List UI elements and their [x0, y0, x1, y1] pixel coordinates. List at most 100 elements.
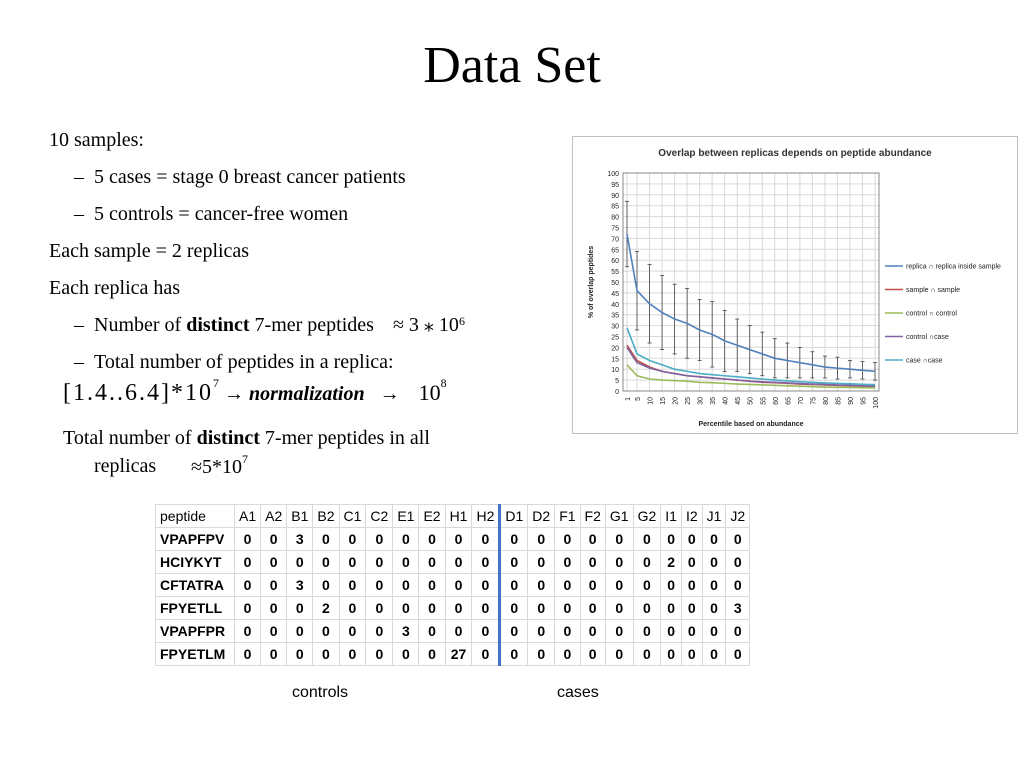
count-cell: 0: [554, 619, 581, 643]
count-cell: 0: [260, 619, 288, 643]
distinct-math: ≈ 3 ⁎ 106: [393, 314, 465, 336]
count-cell: 0: [701, 596, 727, 620]
y-tick-label: 65: [611, 247, 619, 254]
count-cell: 0: [632, 596, 662, 620]
table-row: VPAPFPR 0 0 0 0 0 0 3 0 0 0 0 0 0 0 0 0 0 0 0 0: [155, 619, 751, 643]
count-cell: 0: [392, 596, 420, 620]
range-math: [1.4..6.4]*10: [63, 380, 213, 406]
count-cell: 0: [444, 596, 473, 620]
count-cell: 0: [554, 573, 581, 597]
x-tick-label: 90: [848, 397, 855, 405]
peptide-cell: CFTATRA: [155, 573, 235, 597]
count-cell: 0: [260, 550, 288, 574]
distinct-suffix: 7-mer peptides: [249, 314, 374, 336]
count-cell: 0: [365, 596, 394, 620]
count-cell: 0: [233, 527, 262, 551]
cases-label: cases: [557, 684, 599, 701]
distinct-prefix: Number of: [94, 314, 187, 336]
bullet-cases: – 5 cases = stage 0 breast cancer patien…: [74, 165, 569, 202]
legend-entry: sample ∩ sample: [906, 287, 960, 294]
count-cell: 0: [471, 550, 502, 574]
count-cell: 0: [527, 642, 556, 666]
count-cell: 0: [260, 596, 288, 620]
peptide-cell: FPYETLM: [155, 642, 235, 666]
count-cell: 0: [286, 619, 314, 643]
x-tick-label: 40: [723, 397, 730, 405]
column-header: A1: [233, 504, 262, 528]
count-cell: 0: [604, 550, 634, 574]
count-cell: 0: [701, 527, 727, 551]
count-cell: 0: [365, 642, 394, 666]
count-cell: 0: [471, 642, 502, 666]
count-cell: 0: [286, 550, 314, 574]
count-cell: 0: [554, 527, 581, 551]
arrow-icon: →: [223, 383, 244, 405]
count-cell: 0: [527, 619, 556, 643]
count-cell: 0: [527, 573, 556, 597]
total-distinct-line: Total number of distinct 7-mer peptides …: [63, 424, 553, 452]
peptide-table: peptide A1 A2 B1 B2 C1 C2 E1 E2 H1 H2 D1 D2 F1 F2 G1 G2 I…: [155, 504, 751, 666]
count-cell: 0: [660, 527, 682, 551]
count-cell: 0: [392, 573, 420, 597]
count-cell: 0: [260, 642, 288, 666]
norm-exp: 8: [440, 376, 447, 390]
count-cell: 0: [499, 596, 529, 620]
all-math: ≈5*107: [191, 452, 248, 479]
column-header: A2: [260, 504, 288, 528]
x-tick-label: 65: [785, 397, 792, 405]
count-cell: 0: [418, 550, 446, 574]
y-tick-label: 15: [611, 356, 619, 363]
bullet-list: 10 samples: – 5 cases = stage 0 breast c…: [49, 128, 569, 387]
normalization-line: [1.4..6.4]*107 → normalization → 108: [63, 376, 447, 407]
count-cell: 0: [701, 550, 727, 574]
table-row: HCIYKYT 0 0 0 0 0 0 0 0 0 0 0 0 0 0 0 0 2 0 0 0: [155, 550, 751, 574]
x-tick-label: 20: [673, 397, 680, 405]
count-cell: 0: [365, 550, 394, 574]
count-cell: 0: [392, 527, 420, 551]
legend-entry: control ∩ control: [906, 311, 957, 318]
count-cell: 0: [365, 527, 394, 551]
count-cell: 3: [286, 573, 314, 597]
count-cell: 0: [471, 619, 502, 643]
column-header: E2: [418, 504, 446, 528]
count-cell: 0: [725, 550, 751, 574]
count-cell: 0: [499, 527, 529, 551]
x-tick-label: 80: [823, 397, 830, 405]
count-cell: 0: [365, 619, 394, 643]
peptide-cell: VPAPFPR: [155, 619, 235, 643]
x-tick-label: 10: [648, 397, 655, 405]
column-header: B2: [312, 504, 340, 528]
bullet-each-sample: Each sample = 2 replicas: [49, 240, 250, 262]
x-tick-label: 95: [860, 397, 867, 405]
y-tick-label: 20: [611, 345, 619, 352]
bullet-total-text: Total number of peptides in a replica:: [94, 351, 394, 373]
x-tick-label: 75: [810, 397, 817, 405]
count-cell: 0: [527, 596, 556, 620]
chart-svg: Overlap between replicas depends on pept…: [588, 148, 1001, 428]
count-cell: 0: [418, 642, 446, 666]
legend-entry: replica ∩ replica inside sample: [906, 264, 1001, 271]
count-cell: 0: [418, 527, 446, 551]
column-header: H1: [444, 504, 473, 528]
norm-value: 10: [418, 380, 441, 405]
count-cell: 0: [725, 573, 751, 597]
y-tick-label: 85: [611, 204, 619, 211]
bullet-controls: – 5 controls = cancer-free women: [74, 202, 569, 239]
peptide-table-grid: peptide A1 A2 B1 B2 C1 C2 E1 E2 H1 H2 D1 D2 F1 F2 G1 G2 I…: [155, 504, 751, 666]
count-cell: 0: [680, 527, 703, 551]
count-cell: 0: [725, 619, 751, 643]
count-cell: 3: [286, 527, 314, 551]
count-cell: 0: [499, 642, 529, 666]
count-cell: 0: [579, 550, 606, 574]
all-math-base: ≈5*10: [191, 456, 242, 478]
column-header: I2: [680, 504, 703, 528]
x-tick-label: 60: [773, 397, 780, 405]
count-cell: 0: [312, 642, 340, 666]
count-cell: 0: [233, 550, 262, 574]
column-header-peptide: peptide: [155, 504, 235, 528]
count-cell: 0: [392, 550, 420, 574]
count-cell: 0: [233, 573, 262, 597]
count-cell: 0: [701, 619, 727, 643]
distinct-math-base: ≈ 3 ⁎ 10: [392, 314, 459, 336]
count-cell: 0: [338, 550, 367, 574]
